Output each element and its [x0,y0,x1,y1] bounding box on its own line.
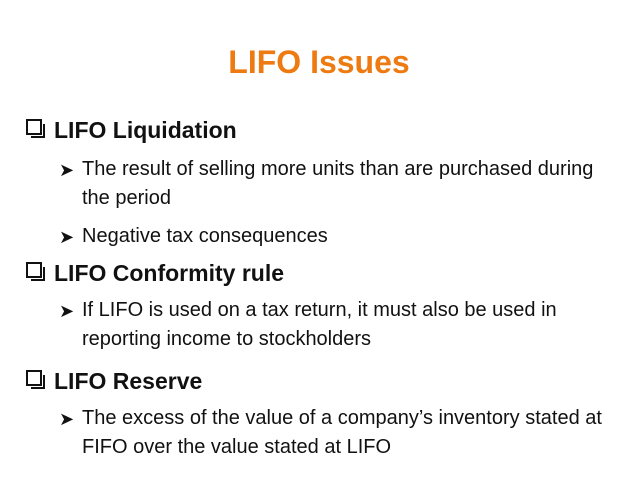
section-heading-lifo-reserve: LIFO Reserve [26,366,202,396]
sub-bullet: ➤ Negative tax consequences [59,225,328,247]
checkbox-square-icon [26,262,45,281]
checkbox-square-icon [26,370,45,389]
arrowhead-icon: ➤ [59,301,75,321]
slide-title: LIFO Issues [228,44,410,80]
sub-bullet: ➤ The result of selling more units than … [59,158,594,209]
sub-bullet: ➤ The excess of the value of a company’s… [59,407,602,458]
arrowhead-icon: ➤ [59,160,75,180]
sub-bullet: ➤ If LIFO is used on a tax return, it mu… [59,299,557,350]
arrowhead-icon: ➤ [59,227,75,247]
checkbox-square-icon [26,119,45,138]
section-heading-lifo-conformity-rule: LIFO Conformity rule [26,258,284,288]
section-heading-lifo-liquidation: LIFO Liquidation [26,115,237,145]
arrowhead-icon: ➤ [59,409,75,429]
